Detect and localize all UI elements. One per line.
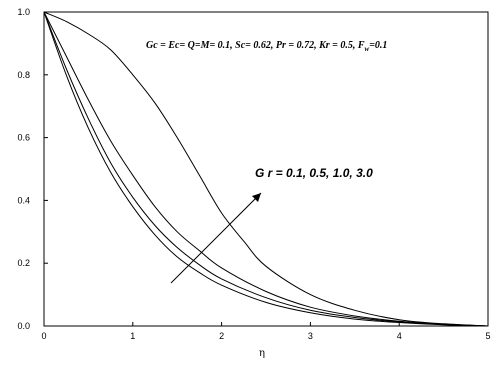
y-tick-label: 0.6	[17, 133, 30, 143]
curves	[43, 11, 489, 327]
curve-line-2	[43, 11, 489, 327]
x-tick-label: 3	[308, 331, 313, 341]
increase-arrow	[170, 192, 262, 284]
curve-line-1	[43, 11, 489, 327]
x-tick-label: 2	[219, 331, 224, 341]
plot-frame	[43, 11, 489, 327]
x-tick-label: 0	[41, 331, 46, 341]
x-tick-label: 5	[485, 331, 490, 341]
y-tick-label: 1.0	[17, 7, 30, 17]
axis-tick-labels: 0 1 2 3 4 5 0.0 0.2 0.4 0.6 0.8 1.0	[17, 7, 490, 341]
y-tick-label: 0.2	[17, 258, 30, 268]
curve-annotation: G r = 0.1, 0.5, 1.0, 3.0	[255, 166, 373, 180]
parameters-subscript: w	[365, 45, 370, 53]
curve-line-3	[43, 11, 489, 327]
parameters-annotation: Gc = Ec= Q=M= 0.1, Sc= 0.62, Pr = 0.72, …	[146, 40, 387, 53]
y-tick-label: 0.4	[17, 195, 30, 205]
y-tick-label: 0.0	[17, 321, 30, 331]
x-axis-label: η	[259, 348, 265, 359]
x-tick-label: 1	[130, 331, 135, 341]
x-tick-label: 4	[397, 331, 402, 341]
curve-line-4	[43, 11, 489, 327]
y-tick-label: 0.8	[17, 70, 30, 80]
parameters-tail: =0.1	[369, 40, 387, 51]
